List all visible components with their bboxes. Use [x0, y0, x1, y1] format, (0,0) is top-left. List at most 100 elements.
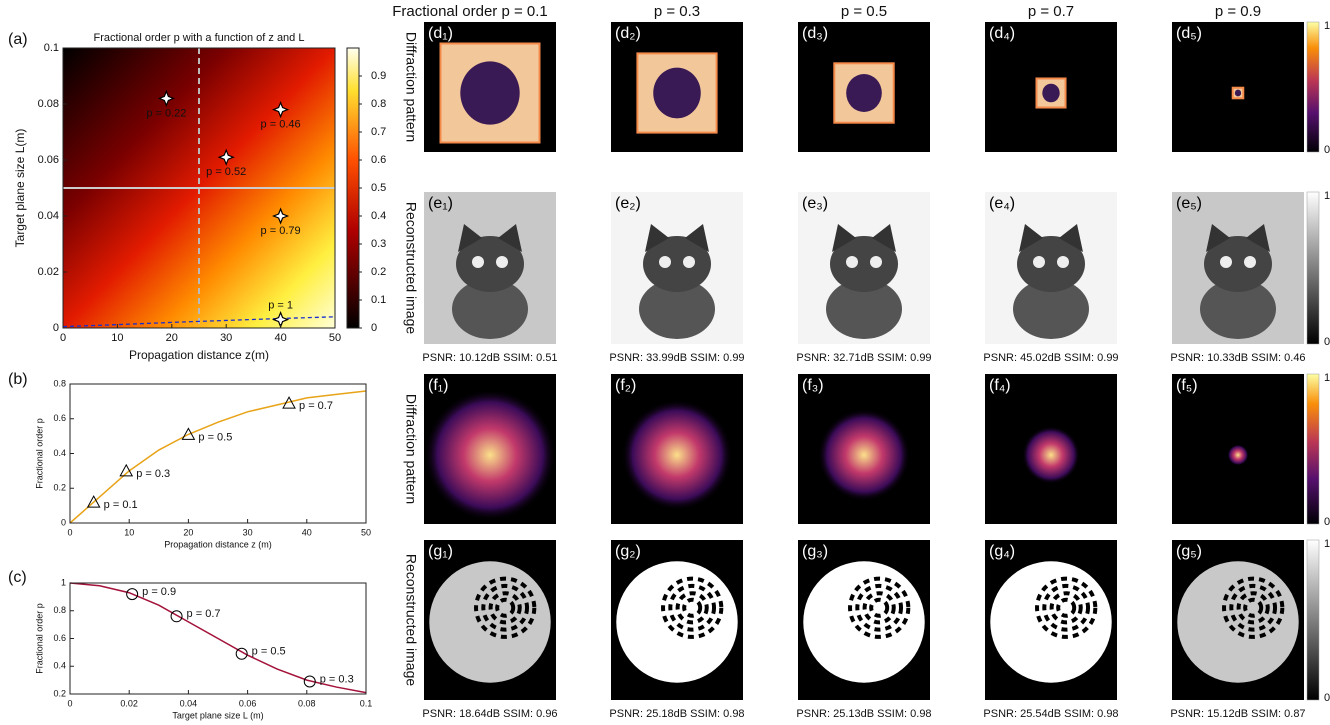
colorbar-tick-label: 1 — [1324, 538, 1330, 550]
cat-eye — [659, 256, 671, 268]
diffraction-glow — [1022, 426, 1080, 484]
cat-eye — [496, 256, 508, 268]
column-header: p = 0.3 — [654, 3, 700, 20]
diffraction-glow — [818, 409, 910, 501]
image-panel: (d₄) — [985, 22, 1117, 152]
point-label: p = 0.7 — [187, 608, 221, 620]
image-panel: (g₄) — [985, 540, 1117, 700]
y-tick-label: 0 — [61, 517, 66, 527]
x-tick-label: 0.04 — [180, 698, 198, 708]
colorbar-tick-label: 0.7 — [371, 126, 386, 138]
point-label: p = 0.52 — [206, 166, 246, 178]
y-tick-label: 0.6 — [53, 633, 66, 643]
panel-label: (e₃) — [802, 195, 828, 212]
image-panel: (g₁) — [424, 540, 556, 700]
panel-label: (g₁) — [428, 543, 453, 560]
y-tick-label: 0.1 — [44, 42, 59, 54]
caption: PSNR: 15.12dB SSIM: 0.87 — [1170, 708, 1305, 720]
caption: PSNR: 32.71dB SSIM: 0.99 — [796, 352, 931, 364]
y-tick-label: 0 — [53, 322, 59, 334]
x-tick-label: 30 — [243, 527, 253, 537]
y-axis-label: Fractional order p — [34, 603, 44, 674]
panel-label: (e₁) — [428, 195, 453, 212]
caption: PSNR: 25.13dB SSIM: 0.98 — [796, 708, 931, 720]
panel-label: (d₂) — [615, 25, 641, 42]
caption: PSNR: 45.02dB SSIM: 0.99 — [983, 352, 1118, 364]
x-tick-label: 0.06 — [239, 698, 257, 708]
caption: PSNR: 25.18dB SSIM: 0.98 — [609, 708, 744, 720]
x-tick-label: 40 — [302, 527, 312, 537]
panel-label: (f₂) — [615, 377, 636, 394]
panel-label: (d₁) — [428, 25, 453, 42]
point-label: p = 0.22 — [146, 107, 186, 119]
cat-eye — [472, 256, 484, 268]
cat-shape — [846, 74, 882, 112]
panel-tag: (c) — [8, 569, 27, 586]
colorbar-tick-label: 0.9 — [371, 70, 386, 82]
panel-label: (g₅) — [1176, 543, 1202, 560]
panel-label: (f₃) — [802, 377, 824, 394]
image-panel: (f₁) — [424, 374, 556, 524]
x-tick-label: 0 — [60, 332, 66, 344]
panel-label: (d₃) — [802, 25, 828, 42]
colorbar — [1307, 192, 1319, 344]
cat-eye — [1057, 256, 1069, 268]
y-tick-label: 0.8 — [53, 378, 66, 388]
colorbar — [1307, 540, 1319, 700]
panel-label: (f₄) — [989, 377, 1011, 394]
colorbar-tick-label: 0 — [1324, 144, 1330, 156]
image-panel: (d₂) — [611, 22, 743, 152]
y-tick-label: 0.4 — [53, 448, 66, 458]
colorbar-tick-label: 0.3 — [371, 238, 386, 250]
x-axis-label: Propagation distance z (m) — [164, 539, 272, 549]
point-label: p = 0.7 — [299, 400, 333, 412]
image-panel: (f₃) — [798, 374, 930, 524]
image-panel: (d₅) — [1172, 22, 1304, 152]
x-tick-label: 0.02 — [120, 698, 138, 708]
colorbar-tick-label: 0 — [1324, 692, 1330, 704]
y-tick-label: 0.04 — [38, 210, 59, 222]
cat-eye — [870, 256, 882, 268]
x-tick-label: 10 — [111, 332, 123, 344]
cat-eye — [1033, 256, 1045, 268]
colorbar — [347, 48, 359, 328]
diffraction-glow — [1227, 444, 1248, 465]
cat-eye — [1220, 256, 1232, 268]
colorbar-tick-label: 0.6 — [371, 154, 386, 166]
cat-shape — [460, 61, 519, 124]
colorbar — [1307, 374, 1319, 524]
image-panel: (e₁) — [424, 192, 556, 344]
y-tick-label: 0.02 — [38, 266, 59, 278]
image-panel: (e₃) — [798, 192, 930, 344]
colorbar-tick-label: 0 — [371, 322, 377, 334]
panel-label: (e₄) — [989, 195, 1015, 212]
cat-eye — [846, 256, 858, 268]
colorbar-tick-label: 0.2 — [371, 266, 386, 278]
x-tick-label: 10 — [124, 527, 134, 537]
panel-label: (g₂) — [615, 543, 641, 560]
panel-label: (d₄) — [989, 25, 1015, 42]
caption: PSNR: 25.54dB SSIM: 0.98 — [983, 708, 1118, 720]
colorbar-tick-label: 1 — [1324, 372, 1330, 384]
y-axis-label: Target plane size L(m) — [13, 129, 27, 248]
x-tick-label: 20 — [166, 332, 178, 344]
image-panel: (g₂) — [611, 540, 743, 700]
image-panel: (d₃) — [798, 22, 930, 152]
y-tick-label: 1 — [61, 577, 66, 587]
column-header: p = 0.9 — [1215, 3, 1261, 20]
x-tick-label: 0 — [67, 527, 72, 537]
colorbar-tick-label: 0 — [1324, 516, 1330, 528]
cat-shape — [653, 68, 701, 119]
diffraction-glow — [424, 389, 556, 521]
point-label: p = 0.9 — [142, 586, 176, 598]
x-tick-label: 0 — [67, 698, 72, 708]
y-tick-label: 0.8 — [53, 605, 66, 615]
panel-tag: (a) — [8, 31, 28, 48]
colorbar — [1307, 22, 1319, 152]
column-header: p = 0.5 — [841, 3, 887, 20]
row-label: Diffraction pattern — [403, 32, 419, 142]
y-tick-label: 0.6 — [53, 413, 66, 423]
figure: (a)Fractional order p with a function of… — [0, 0, 1330, 725]
caption: PSNR: 10.12dB SSIM: 0.51 — [422, 352, 557, 364]
x-tick-label: 30 — [220, 332, 232, 344]
